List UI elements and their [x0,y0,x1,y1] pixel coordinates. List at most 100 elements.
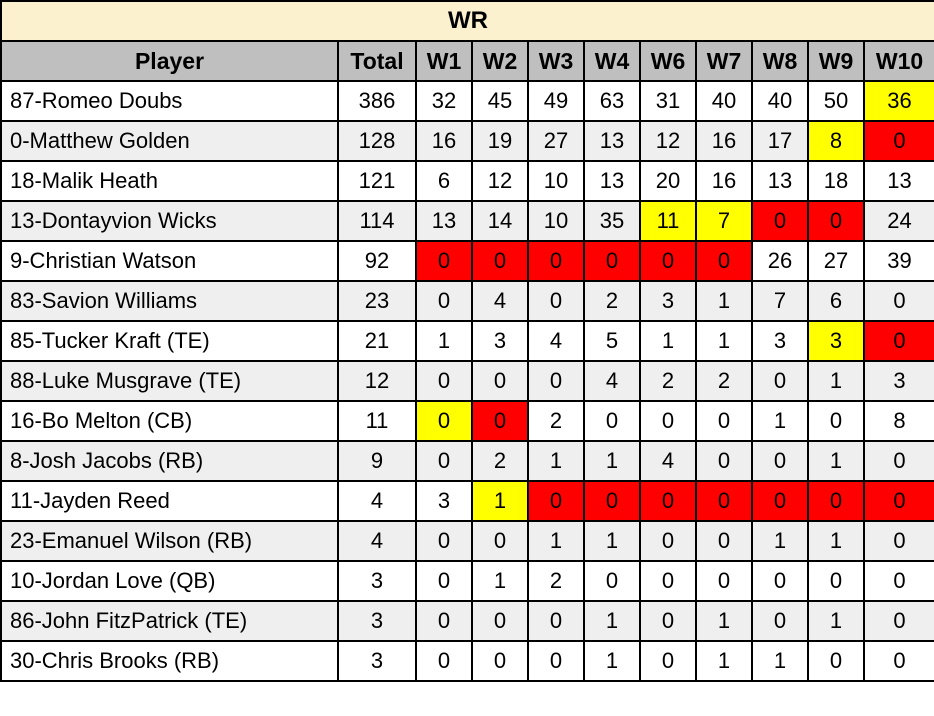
week-cell-w4: 1 [583,440,641,482]
player-cell: 18-Malik Heath [0,160,339,202]
week-cell-w4: 13 [583,160,641,202]
week-cell-w6: 0 [639,600,697,642]
week-cell-w10: 0 [862,280,934,322]
week-cell-w3: 10 [527,160,585,202]
table-row: 13-Dontayvion Wicks 114 13 14 10 35 11 7 0 0 24 [0,200,934,242]
week-cell-w9: 0 [807,400,865,442]
week-cell-w6: 0 [639,640,697,682]
total-cell: 4 [337,520,417,562]
week-cell-w6: 0 [639,400,697,442]
week-cell-w8: 0 [751,560,809,602]
week-cell-w8: 1 [751,640,809,682]
column-header-w4: W4 [583,40,641,82]
week-cell-w2: 14 [471,200,529,242]
table-row: 86-John FitzPatrick (TE) 3 0 0 0 1 0 1 0 1 0 [0,600,934,642]
week-cell-w10: 0 [862,640,934,682]
player-cell: 11-Jayden Reed [0,480,339,522]
table-row: 85-Tucker Kraft (TE) 21 1 3 4 5 1 1 3 3 0 [0,320,934,362]
player-cell: 23-Emanuel Wilson (RB) [0,520,339,562]
table-row: 87-Romeo Doubs 386 32 45 49 63 31 40 40 50 36 [0,80,934,122]
week-cell-w8: 0 [751,200,809,242]
week-cell-w7: 0 [695,520,753,562]
week-cell-w9: 1 [807,360,865,402]
week-cell-w6: 11 [639,200,697,242]
week-cell-w3: 0 [527,480,585,522]
player-cell: 87-Romeo Doubs [0,80,339,122]
week-cell-w1: 3 [415,480,473,522]
week-cell-w4: 0 [583,480,641,522]
week-cell-w10: 8 [862,400,934,442]
week-cell-w8: 17 [751,120,809,162]
week-cell-w3: 0 [527,640,585,682]
week-cell-w6: 0 [639,560,697,602]
week-cell-w10: 0 [862,560,934,602]
week-cell-w1: 32 [415,80,473,122]
week-cell-w8: 3 [751,320,809,362]
week-cell-w9: 1 [807,520,865,562]
week-cell-w2: 45 [471,80,529,122]
week-cell-w2: 12 [471,160,529,202]
week-cell-w7: 1 [695,640,753,682]
column-header-player: Player [0,40,339,82]
week-cell-w4: 1 [583,600,641,642]
week-cell-w7: 7 [695,200,753,242]
week-cell-w2: 4 [471,280,529,322]
column-header-w10: W10 [862,40,934,82]
total-cell: 4 [337,480,417,522]
column-header-w3: W3 [527,40,585,82]
week-cell-w4: 0 [583,400,641,442]
week-cell-w7: 2 [695,360,753,402]
player-cell: 0-Matthew Golden [0,120,339,162]
total-cell: 92 [337,240,417,282]
week-cell-w1: 0 [415,440,473,482]
table-row: 8-Josh Jacobs (RB) 9 0 2 1 1 4 0 0 1 0 [0,440,934,482]
week-cell-w2: 1 [471,480,529,522]
column-header-row: Player Total W1 W2 W3 W4 W6 W7 W8 W9 W10 [0,40,934,82]
week-cell-w6: 2 [639,360,697,402]
week-cell-w4: 1 [583,520,641,562]
column-header-w6: W6 [639,40,697,82]
column-header-total: Total [337,40,417,82]
week-cell-w10: 39 [862,240,934,282]
column-header-w7: W7 [695,40,753,82]
week-cell-w3: 2 [527,560,585,602]
week-cell-w8: 1 [751,520,809,562]
total-cell: 23 [337,280,417,322]
week-cell-w10: 0 [862,520,934,562]
week-cell-w6: 31 [639,80,697,122]
player-cell: 8-Josh Jacobs (RB) [0,440,339,482]
week-cell-w9: 27 [807,240,865,282]
week-cell-w7: 40 [695,80,753,122]
wr-stats-table: WR Player Total W1 W2 W3 W4 W6 W7 W8 W9 W10 87-Rom… [0,0,934,682]
week-cell-w2: 0 [471,360,529,402]
week-cell-w7: 1 [695,320,753,362]
total-cell: 114 [337,200,417,242]
total-cell: 3 [337,640,417,682]
week-cell-w6: 12 [639,120,697,162]
total-cell: 3 [337,600,417,642]
week-cell-w1: 16 [415,120,473,162]
week-cell-w9: 1 [807,440,865,482]
week-cell-w10: 3 [862,360,934,402]
player-cell: 13-Dontayvion Wicks [0,200,339,242]
week-cell-w8: 7 [751,280,809,322]
week-cell-w9: 8 [807,120,865,162]
week-cell-w9: 18 [807,160,865,202]
week-cell-w4: 2 [583,280,641,322]
week-cell-w6: 20 [639,160,697,202]
week-cell-w1: 13 [415,200,473,242]
table-row: 11-Jayden Reed 4 3 1 0 0 0 0 0 0 0 [0,480,934,522]
week-cell-w8: 0 [751,360,809,402]
week-cell-w1: 0 [415,280,473,322]
week-cell-w4: 0 [583,240,641,282]
week-cell-w7: 16 [695,160,753,202]
week-cell-w9: 1 [807,600,865,642]
week-cell-w10: 36 [862,80,934,122]
total-cell: 386 [337,80,417,122]
week-cell-w10: 13 [862,160,934,202]
week-cell-w3: 0 [527,240,585,282]
week-cell-w1: 0 [415,360,473,402]
table-row: 0-Matthew Golden 128 16 19 27 13 12 16 17 8 0 [0,120,934,162]
week-cell-w6: 0 [639,480,697,522]
week-cell-w10: 0 [862,320,934,362]
